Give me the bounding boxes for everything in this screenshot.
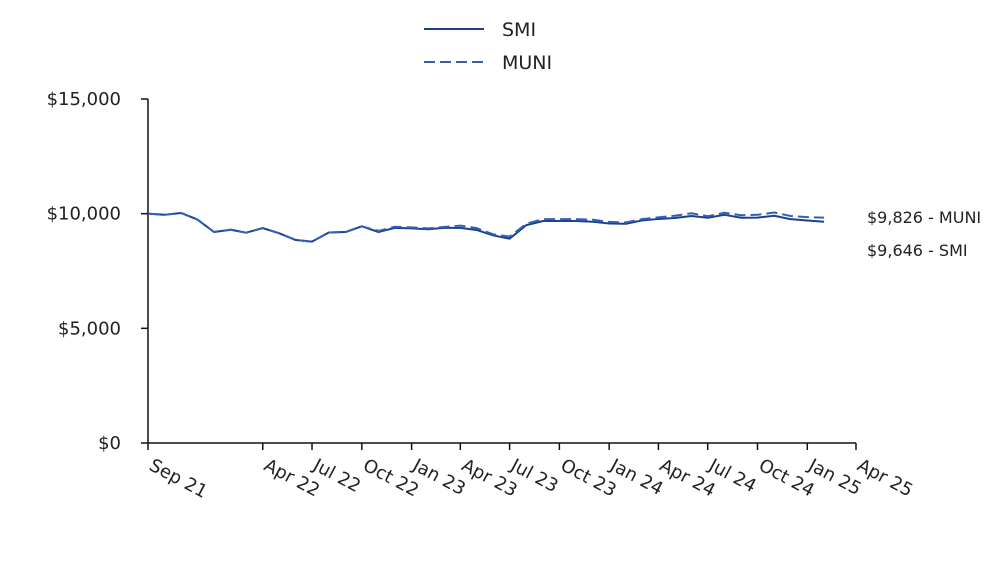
end-label-muni: $9,826 - MUNI: [867, 208, 981, 227]
x-tick-label: Oct 23: [557, 455, 620, 502]
x-tick-label: Sep 21: [146, 455, 211, 503]
x-tick-label: Jan 25: [804, 454, 865, 499]
legend: SMI MUNI: [424, 19, 552, 74]
series-layer: [147, 211, 825, 243]
y-tick-label: $0: [98, 433, 121, 454]
series-line-muni: [147, 211, 825, 243]
x-tick-label: Oct 24: [755, 455, 818, 502]
legend-label-smi: SMI: [502, 19, 536, 41]
y-tick-label: $15,000: [47, 89, 121, 110]
x-tick-label: Jan 23: [408, 454, 469, 499]
series-line-smi: [147, 211, 825, 243]
end-label-smi: $9,646 - SMI: [867, 241, 968, 260]
end-labels: $9,646 - SMI $9,826 - MUNI: [867, 208, 981, 260]
y-tick-label: $10,000: [47, 204, 121, 225]
x-tick-label: Apr 24: [656, 455, 719, 502]
x-tick-label: Apr 25: [854, 455, 917, 502]
x-tick-label: Apr 23: [458, 455, 521, 502]
y-tick-label: $5,000: [58, 318, 121, 339]
x-tick-label: Oct 22: [359, 455, 422, 502]
x-tick-label: Apr 22: [260, 455, 323, 502]
legend-label-muni: MUNI: [502, 52, 552, 74]
x-tick-label: Jan 24: [606, 454, 667, 499]
